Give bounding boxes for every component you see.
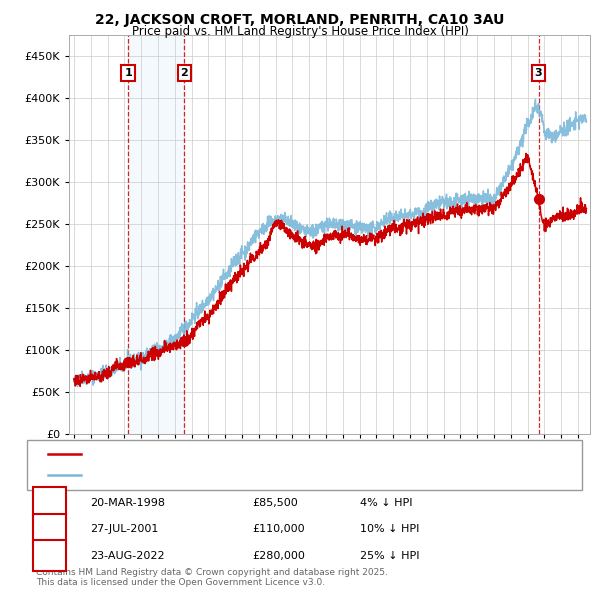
Bar — [128, 35, 184, 434]
Text: 1: 1 — [46, 498, 53, 507]
Text: HPI: Average price, detached house, Westmorland and Furness: HPI: Average price, detached house, West… — [86, 470, 414, 480]
Text: 25% ↓ HPI: 25% ↓ HPI — [360, 551, 419, 560]
Text: 3: 3 — [46, 551, 53, 560]
Text: 1: 1 — [124, 68, 132, 78]
Text: £85,500: £85,500 — [252, 498, 298, 507]
Text: £280,000: £280,000 — [252, 551, 305, 560]
Text: 22, JACKSON CROFT, MORLAND, PENRITH, CA10 3AU (detached house): 22, JACKSON CROFT, MORLAND, PENRITH, CA1… — [86, 450, 455, 460]
Text: 10% ↓ HPI: 10% ↓ HPI — [360, 525, 419, 534]
Text: 2: 2 — [46, 525, 53, 534]
Text: 22, JACKSON CROFT, MORLAND, PENRITH, CA10 3AU: 22, JACKSON CROFT, MORLAND, PENRITH, CA1… — [95, 13, 505, 27]
Text: 23-AUG-2022: 23-AUG-2022 — [90, 551, 164, 560]
Text: Contains HM Land Registry data © Crown copyright and database right 2025.
This d: Contains HM Land Registry data © Crown c… — [36, 568, 388, 587]
Text: 2: 2 — [181, 68, 188, 78]
Text: 3: 3 — [535, 68, 542, 78]
Text: 27-JUL-2001: 27-JUL-2001 — [90, 525, 158, 534]
Text: 20-MAR-1998: 20-MAR-1998 — [90, 498, 165, 507]
Text: 4% ↓ HPI: 4% ↓ HPI — [360, 498, 413, 507]
Text: £110,000: £110,000 — [252, 525, 305, 534]
Text: Price paid vs. HM Land Registry's House Price Index (HPI): Price paid vs. HM Land Registry's House … — [131, 25, 469, 38]
